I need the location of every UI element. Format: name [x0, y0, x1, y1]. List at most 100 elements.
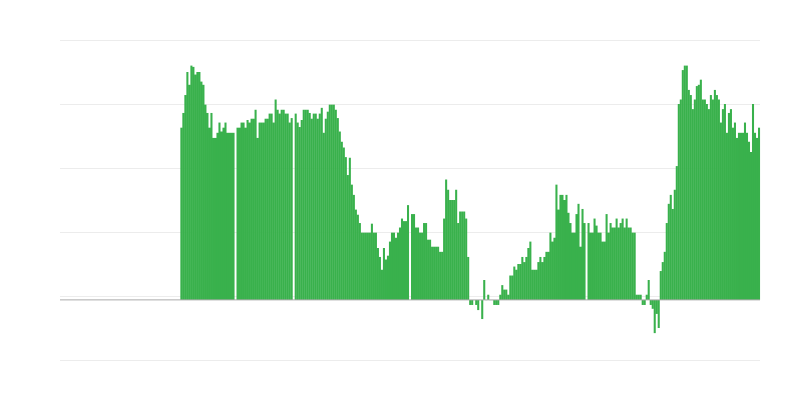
bar	[655, 299, 658, 314]
bar	[192, 66, 195, 300]
bar	[605, 214, 608, 300]
bar	[443, 218, 446, 300]
bar	[202, 84, 205, 300]
bar	[212, 137, 215, 300]
bar	[465, 218, 468, 300]
bar	[467, 256, 470, 300]
bar	[276, 109, 279, 300]
bar	[382, 248, 385, 300]
bar	[334, 109, 337, 300]
bar	[527, 248, 530, 300]
bar	[232, 132, 235, 300]
bar	[697, 84, 700, 300]
bar	[264, 118, 267, 300]
bar	[210, 112, 213, 300]
bar	[294, 113, 297, 300]
bar	[483, 280, 486, 300]
bar	[709, 95, 712, 300]
bar	[551, 241, 554, 300]
bar	[451, 200, 454, 300]
bar	[607, 232, 610, 300]
bar	[723, 104, 726, 300]
bar	[633, 232, 636, 300]
bar	[533, 269, 536, 300]
bar	[439, 251, 442, 300]
bar	[254, 109, 257, 300]
bar	[188, 84, 191, 300]
bar	[362, 232, 365, 300]
bar	[609, 223, 612, 300]
bar	[449, 200, 452, 300]
bar	[194, 74, 197, 300]
bar	[270, 113, 273, 300]
bar	[699, 79, 702, 300]
bar	[495, 299, 498, 305]
bar	[681, 70, 684, 300]
bar	[707, 109, 710, 300]
bar	[541, 262, 544, 300]
bar	[511, 275, 514, 300]
bar	[374, 232, 377, 300]
bar	[322, 132, 325, 300]
bar	[429, 239, 432, 300]
bar	[731, 127, 734, 300]
bar	[260, 122, 263, 300]
bar	[182, 112, 185, 300]
bar	[336, 118, 339, 300]
bar	[457, 223, 460, 300]
bar	[431, 246, 434, 300]
bar	[525, 256, 528, 300]
bar	[557, 209, 560, 300]
bar	[571, 232, 574, 300]
bar	[240, 122, 243, 300]
bar	[437, 246, 440, 300]
bar	[629, 227, 632, 300]
bar	[487, 294, 490, 300]
bar	[735, 137, 738, 300]
bar	[683, 65, 686, 300]
bar	[262, 122, 265, 300]
bar	[200, 81, 203, 300]
bar	[421, 232, 424, 300]
bar	[228, 132, 231, 300]
bar	[721, 109, 724, 300]
bar	[507, 294, 510, 300]
bar	[621, 218, 624, 300]
bar	[689, 95, 692, 300]
bar	[547, 251, 550, 300]
bar	[330, 104, 333, 300]
bar	[411, 214, 414, 300]
bar	[206, 112, 209, 300]
bar	[505, 289, 508, 300]
bar	[184, 95, 187, 300]
bar	[425, 223, 428, 300]
bar	[663, 251, 666, 300]
bar	[390, 232, 394, 300]
bar	[376, 248, 379, 300]
bar	[517, 264, 520, 300]
bar	[256, 137, 259, 300]
bar	[521, 256, 524, 300]
bar	[386, 255, 389, 300]
bar	[477, 299, 480, 311]
bar	[427, 239, 430, 300]
bar	[583, 223, 586, 300]
bar	[573, 232, 576, 300]
bar	[549, 232, 552, 300]
bar	[384, 259, 387, 300]
bar	[180, 127, 183, 300]
bar	[715, 95, 718, 300]
bar	[318, 113, 321, 300]
bar	[402, 221, 406, 300]
bar	[673, 189, 676, 300]
bar	[220, 131, 223, 300]
bar	[543, 256, 546, 300]
bar	[190, 65, 193, 300]
bar	[499, 294, 502, 300]
bar	[314, 113, 317, 300]
bar	[601, 241, 604, 300]
bar	[563, 200, 566, 300]
bar	[423, 223, 426, 300]
bar	[459, 211, 462, 300]
